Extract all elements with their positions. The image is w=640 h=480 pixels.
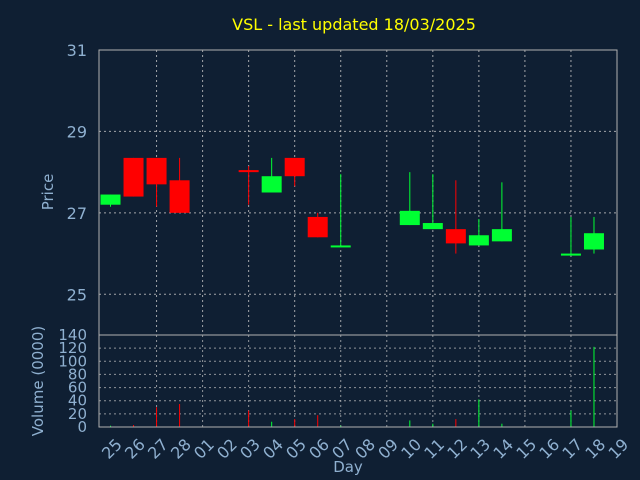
- candle-body: [560, 253, 581, 256]
- price-tick-label: 27: [67, 204, 87, 223]
- volume-tick-label: 60: [68, 379, 87, 397]
- volume-axis-label: Volume (0000): [29, 326, 47, 436]
- candle-body: [146, 157, 167, 185]
- price-tick-label: 31: [67, 41, 87, 60]
- volume-grid: [99, 334, 617, 428]
- volume-tick-label: 100: [58, 352, 87, 370]
- plot-frames: [98, 49, 618, 428]
- volume-tick-label: 120: [58, 339, 87, 357]
- axis-labels: 2527293102040608010012014025262728010203…: [58, 41, 632, 463]
- volume-tick-label: 0: [77, 418, 87, 436]
- candle-body: [238, 170, 259, 173]
- candle-body: [307, 216, 328, 238]
- x-tick-label: 19: [604, 435, 632, 463]
- volume-plot-frame: [98, 334, 618, 428]
- volume-bars: [110, 346, 595, 427]
- candlesticks: [100, 157, 604, 256]
- price-tick-label: 25: [67, 285, 87, 304]
- candle-body: [583, 233, 604, 250]
- candle-body: [491, 229, 512, 242]
- candle-body: [422, 223, 443, 230]
- volume-tick-label: 80: [68, 365, 87, 383]
- price-tick-label: 29: [67, 122, 87, 141]
- price-axis-label: Price: [39, 174, 57, 211]
- candle-body: [169, 180, 190, 213]
- candle-body: [445, 229, 466, 244]
- candle-body: [261, 176, 282, 193]
- candle-body: [100, 194, 121, 205]
- chart-title: VSL - last updated 18/03/2025: [232, 15, 476, 34]
- candle-body: [399, 210, 420, 226]
- candle-body: [123, 157, 144, 197]
- candle-body: [468, 235, 489, 246]
- candle-body: [284, 157, 305, 177]
- x-axis-label: Day: [333, 458, 363, 476]
- volume-tick-label: 140: [58, 326, 87, 344]
- candle-body: [330, 245, 351, 248]
- volume-tick-label: 40: [68, 392, 87, 410]
- volume-tick-label: 20: [68, 405, 87, 423]
